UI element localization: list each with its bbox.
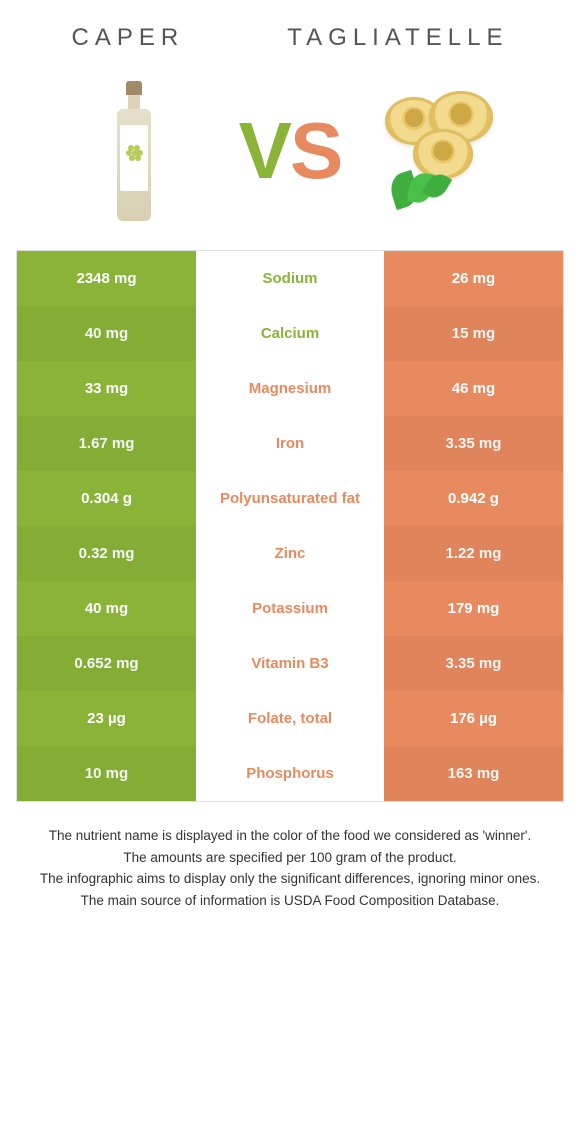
cell-left-value: 0.32 mg [17, 526, 196, 581]
cell-left-value: 23 µg [17, 691, 196, 746]
cell-left-value: 33 mg [17, 361, 196, 416]
title-left: Caper [72, 24, 185, 52]
cell-nutrient: Magnesium [196, 361, 384, 416]
cell-right-value: 15 mg [384, 306, 563, 361]
cell-right-value: 46 mg [384, 361, 563, 416]
table-row: 0.32 mgZinc1.22 mg [17, 526, 563, 581]
cell-right-value: 179 mg [384, 581, 563, 636]
table-row: 40 mgPotassium179 mg [17, 581, 563, 636]
cell-nutrient: Sodium [196, 251, 384, 306]
cell-right-value: 163 mg [384, 746, 563, 801]
table-row: 40 mgCalcium15 mg [17, 306, 563, 361]
cell-nutrient: Vitamin B3 [196, 636, 384, 691]
footnotes: The nutrient name is displayed in the co… [0, 820, 580, 910]
tagliatelle-image [371, 76, 521, 226]
cell-right-value: 176 µg [384, 691, 563, 746]
cell-right-value: 26 mg [384, 251, 563, 306]
comparison-table: 2348 mgSodium26 mg40 mgCalcium15 mg33 mg… [16, 250, 564, 802]
footnote-line: The infographic aims to display only the… [18, 869, 562, 889]
cell-nutrient: Potassium [196, 581, 384, 636]
footnote-line: The amounts are specified per 100 gram o… [18, 848, 562, 868]
cell-nutrient: Folate, total [196, 691, 384, 746]
caper-image [59, 76, 209, 226]
header: Caper Tagliatelle [0, 0, 580, 64]
table-row: 0.652 mgVitamin B33.35 mg [17, 636, 563, 691]
cell-right-value: 0.942 g [384, 471, 563, 526]
table-row: 23 µgFolate, total176 µg [17, 691, 563, 746]
cell-left-value: 2348 mg [17, 251, 196, 306]
cell-nutrient: Zinc [196, 526, 384, 581]
cell-left-value: 0.652 mg [17, 636, 196, 691]
cell-left-value: 10 mg [17, 746, 196, 801]
hero: VS [0, 64, 580, 250]
table-row: 1.67 mgIron3.35 mg [17, 416, 563, 471]
cell-right-value: 1.22 mg [384, 526, 563, 581]
cell-left-value: 40 mg [17, 306, 196, 361]
cell-nutrient: Calcium [196, 306, 384, 361]
cell-nutrient: Iron [196, 416, 384, 471]
cell-left-value: 1.67 mg [17, 416, 196, 471]
cell-right-value: 3.35 mg [384, 416, 563, 471]
cell-nutrient: Polyunsaturated fat [196, 471, 384, 526]
cell-left-value: 40 mg [17, 581, 196, 636]
table-row: 33 mgMagnesium46 mg [17, 361, 563, 416]
table-row: 0.304 gPolyunsaturated fat0.942 g [17, 471, 563, 526]
title-right: Tagliatelle [287, 24, 508, 52]
table-row: 10 mgPhosphorus163 mg [17, 746, 563, 801]
cell-right-value: 3.35 mg [384, 636, 563, 691]
footnote-line: The nutrient name is displayed in the co… [18, 826, 562, 846]
table-row: 2348 mgSodium26 mg [17, 251, 563, 306]
footnote-line: The main source of information is USDA F… [18, 891, 562, 911]
cell-nutrient: Phosphorus [196, 746, 384, 801]
cell-left-value: 0.304 g [17, 471, 196, 526]
vs-text: VS [239, 105, 342, 197]
